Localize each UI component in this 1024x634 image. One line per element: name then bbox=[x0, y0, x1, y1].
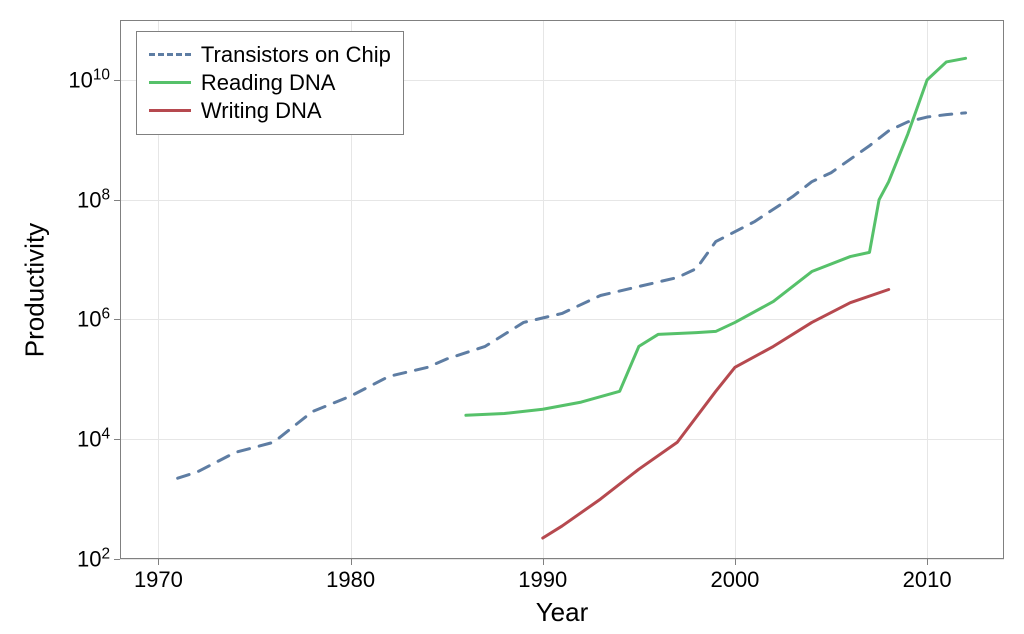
tick-label-y: 108 bbox=[77, 186, 120, 213]
legend-label: Reading DNA bbox=[201, 70, 336, 96]
legend-label: Writing DNA bbox=[201, 98, 322, 124]
legend-item-reading: Reading DNA bbox=[149, 70, 391, 96]
tick-label-x: 2000 bbox=[710, 559, 759, 593]
tick-label-y: 102 bbox=[77, 545, 120, 572]
tick-label-x: 2010 bbox=[903, 559, 952, 593]
tick-label-y: 106 bbox=[77, 306, 120, 333]
tick-label-x: 1970 bbox=[134, 559, 183, 593]
legend-swatch bbox=[149, 81, 191, 84]
x-axis-title: Year bbox=[536, 597, 589, 628]
legend-label: Transistors on Chip bbox=[201, 42, 391, 68]
tick-label-y: 104 bbox=[77, 426, 120, 453]
productivity-chart: Transistors on ChipReading DNAWriting DN… bbox=[0, 0, 1024, 634]
plot-area: Transistors on ChipReading DNAWriting DN… bbox=[120, 20, 1004, 559]
legend-swatch bbox=[149, 53, 191, 56]
series-writing bbox=[543, 290, 889, 539]
series-reading bbox=[466, 58, 966, 415]
series-transistors bbox=[178, 113, 966, 478]
tick-label-y: 1010 bbox=[68, 66, 120, 93]
legend: Transistors on ChipReading DNAWriting DN… bbox=[136, 31, 404, 135]
legend-item-writing: Writing DNA bbox=[149, 98, 391, 124]
y-axis-title: Productivity bbox=[20, 222, 51, 356]
legend-item-transistors: Transistors on Chip bbox=[149, 42, 391, 68]
tick-label-x: 1980 bbox=[326, 559, 375, 593]
tick-label-x: 1990 bbox=[518, 559, 567, 593]
legend-swatch bbox=[149, 109, 191, 112]
